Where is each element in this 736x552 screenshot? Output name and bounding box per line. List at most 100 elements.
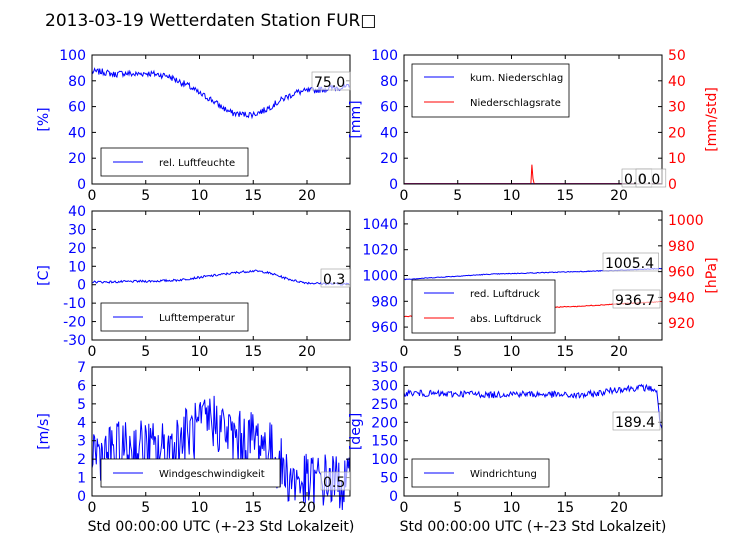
y-tick-label: 100 (371, 48, 398, 64)
x-tick-label: 15 (244, 344, 262, 360)
y-tick-label: 0 (389, 489, 398, 505)
x-tick-label: 0 (400, 188, 409, 204)
legend-label: rel. Luftfeuchte (159, 158, 235, 169)
x-tick-label: 5 (453, 188, 462, 204)
y-tick-label: 1 (77, 471, 86, 487)
x-tick-label: 20 (298, 500, 316, 516)
legend: Lufttemperatur (100, 302, 249, 332)
x-tick-label: 0 (400, 344, 409, 360)
y-axis-label: [m/s] (36, 413, 52, 450)
x-tick-label: 5 (141, 344, 150, 360)
last-value-label-box (311, 71, 351, 91)
y-tick-label: 20 (380, 151, 398, 167)
x-tick-label: 20 (610, 344, 628, 360)
y-tick-label: 1000 (362, 269, 398, 285)
y-tick-label: 40 (68, 204, 86, 220)
last-value-label-box (612, 411, 661, 431)
y-tick-label: 60 (68, 100, 86, 116)
last-value-label-2-box (612, 289, 661, 309)
y-tick-label: 3 (77, 434, 86, 450)
y-tick-label: 6 (77, 378, 86, 394)
x-tick-label: 5 (453, 344, 462, 360)
series-line-1 (91, 67, 351, 120)
series-line-1 (91, 269, 351, 286)
y-tick-label: 0 (77, 489, 86, 505)
chart-panel-3: 0 5 10 15 20 -30 -20 -10 0 10 20 30 40 [C] Lufttempera… (36, 204, 352, 360)
legend-label: Lufttemperatur (159, 313, 236, 324)
last-value-label-text: 189.4 (615, 415, 655, 431)
legend-box (411, 279, 556, 334)
legend: Windgeschwindigkeit (100, 458, 281, 488)
y2-tick-label: 50 (668, 48, 686, 64)
x-tick-label: 5 (141, 188, 150, 204)
last-value-label: 75.0 (311, 71, 351, 91)
y-tick-label: 100 (59, 48, 86, 64)
y2-tick-label: 980 (668, 239, 695, 255)
y-tick-label: 80 (380, 74, 398, 90)
y2-tick-label: 30 (668, 100, 686, 116)
x-tick-label: 10 (191, 500, 209, 516)
chart-panel-2: 0 5 10 15 20 0 20 40 60 80 100 0 10 20 30 40 50 [mm] [mm/s… (348, 48, 720, 204)
y-axis-label: [mm] (348, 100, 364, 138)
legend-label: Windgeschwindigkeit (159, 469, 265, 480)
y-tick-label: 980 (371, 294, 398, 310)
legend-label: kum. Niederschlag (470, 73, 563, 84)
last-value-label-2: 0.0 (635, 168, 667, 188)
y2-tick-label: 20 (668, 125, 686, 141)
legend: rel. Luftfeuchte (100, 147, 249, 177)
last-value-label-text: 1005.4 (605, 256, 654, 272)
y-tick-label: -20 (63, 315, 86, 331)
y2-tick-label: 920 (668, 316, 695, 332)
legend-label: red. Luftdruck (470, 289, 540, 300)
y2-tick-label: 40 (668, 74, 686, 90)
legend-box (411, 63, 570, 118)
x-tick-label: 0 (400, 500, 409, 516)
y-tick-label: -10 (63, 296, 86, 312)
x-tick-label: 15 (244, 188, 262, 204)
y-axis-label: [C] (36, 265, 52, 286)
y-tick-label: 150 (371, 434, 398, 450)
plot-frame (403, 366, 663, 497)
y-tick-label: 2 (77, 452, 86, 468)
x-tick-label: 20 (610, 188, 628, 204)
last-value-label-text: 0.5 (323, 475, 345, 491)
y-tick-label: 1040 (362, 217, 398, 233)
x-tick-label: 20 (298, 344, 316, 360)
legend-label: abs. Luftdruck (470, 314, 541, 325)
y2-tick-label: 960 (668, 265, 695, 281)
x-tick-label: 5 (453, 500, 462, 516)
x-tick-label: 20 (298, 188, 316, 204)
last-value-label-box (320, 471, 352, 491)
x-tick-label: 10 (503, 344, 521, 360)
y2-tick-label: 0 (668, 177, 677, 193)
y-axis-label: [%] (36, 107, 52, 131)
y-tick-label: 100 (371, 452, 398, 468)
y-tick-label: 30 (68, 222, 86, 238)
legend-label: Niederschlagsrate (470, 98, 561, 109)
chart-panel-4: 0 5 10 15 20 960 980 1000 1020 1040 920 940 960 980 10… (362, 210, 720, 360)
last-value-label-2-text: 0.0 (638, 172, 660, 188)
y-tick-label: 7 (77, 360, 86, 376)
legend: kum. Niederschlag Niederschlagsrate (411, 63, 570, 118)
last-value-label: 189.4 (612, 411, 661, 431)
y-tick-label: 50 (380, 471, 398, 487)
plot-frame (91, 366, 351, 497)
x-tick-label: 5 (141, 500, 150, 516)
last-value-label-2-text: 936.7 (615, 293, 655, 309)
last-value-label: 0.5 (320, 471, 352, 491)
last-value-label: 0.3 (320, 268, 352, 288)
legend: red. Luftdruck abs. Luftdruck (411, 279, 556, 334)
y-tick-label: 200 (371, 415, 398, 431)
series-line-1 (403, 383, 663, 429)
x-tick-label: 15 (556, 500, 574, 516)
y-tick-label: 300 (371, 378, 398, 394)
y-tick-label: 40 (68, 125, 86, 141)
y-tick-label: 20 (68, 241, 86, 257)
y2-tick-label: 10 (668, 151, 686, 167)
plot-frame (403, 54, 663, 185)
x-axis-label: Std 00:00:00 UTC (+-23 Std Lokalzeit) (88, 519, 355, 535)
y-tick-label: 0 (77, 177, 86, 193)
y-tick-label: 10 (68, 259, 86, 275)
